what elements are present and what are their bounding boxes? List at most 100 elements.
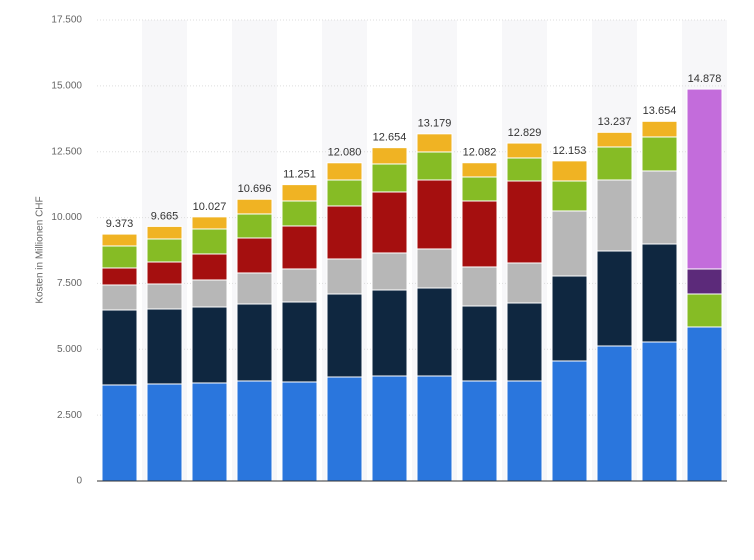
bar-segment — [551, 180, 588, 212]
bar-segment — [191, 253, 228, 281]
bar-segment — [416, 151, 453, 181]
bar-segment — [191, 228, 228, 255]
bar-segment — [326, 205, 363, 260]
y-axis-title: Kosten in Millionen CHF — [35, 196, 46, 303]
bar-segment — [146, 383, 183, 482]
bar-segment — [371, 191, 408, 254]
bar-segment — [191, 216, 228, 230]
y-tick-label: 5.000 — [57, 344, 82, 355]
bar-segment — [371, 163, 408, 193]
bar-segment — [281, 200, 318, 227]
bar-segment — [146, 308, 183, 385]
bar-segment — [506, 142, 543, 159]
bar-segment — [416, 133, 453, 153]
bar-segment — [506, 262, 543, 304]
bar-segment — [101, 233, 138, 247]
bar-segment — [596, 345, 633, 482]
bar-segment — [641, 170, 678, 245]
bar-segment — [686, 268, 723, 295]
y-tick-label: 2.500 — [57, 410, 82, 421]
bar-segment — [551, 360, 588, 482]
bar-segment — [236, 272, 273, 305]
bar-segment — [686, 326, 723, 482]
bar-segment — [686, 293, 723, 328]
bar-segment — [281, 268, 318, 303]
y-tick-label: 17.500 — [51, 15, 82, 26]
y-tick-label: 15.000 — [51, 80, 82, 91]
bar-segment — [191, 382, 228, 482]
total-label: 9.373 — [106, 218, 134, 230]
bar-segment — [371, 375, 408, 482]
bar-segment — [236, 198, 273, 215]
total-label: 10.696 — [238, 183, 272, 195]
bar-segment — [461, 305, 498, 382]
bar-segment — [101, 284, 138, 311]
bar-segment — [686, 88, 723, 270]
bar-segment — [146, 283, 183, 310]
bar-segment — [281, 381, 318, 482]
bar-segment — [506, 302, 543, 382]
bar-segment — [236, 380, 273, 482]
total-label: 14.878 — [688, 73, 722, 85]
bar-segment — [596, 146, 633, 181]
bar-segment — [371, 252, 408, 291]
total-label: 11.251 — [283, 169, 316, 181]
bar-segment — [551, 160, 588, 182]
bar-segment — [416, 248, 453, 289]
total-label: 13.237 — [598, 116, 632, 128]
total-label: 13.654 — [643, 105, 677, 117]
bar-segment — [101, 267, 138, 286]
bar-segment — [596, 131, 633, 148]
total-label: 12.153 — [553, 145, 587, 157]
bar-segment — [461, 380, 498, 482]
bar-segment — [461, 162, 498, 178]
bar-segment — [191, 279, 228, 308]
bar-segment — [371, 289, 408, 377]
y-tick-label: 12.500 — [51, 146, 82, 157]
bar-segment — [236, 213, 273, 239]
bar-segment — [641, 136, 678, 172]
total-label: 12.080 — [328, 147, 362, 159]
bar-segment — [551, 210, 588, 277]
bar-segment — [416, 375, 453, 482]
bar-segment — [191, 306, 228, 384]
total-label: 12.082 — [463, 147, 497, 159]
bar-segment — [416, 287, 453, 377]
bar-segment — [326, 179, 363, 207]
bar-segment — [461, 266, 498, 307]
total-label: 13.179 — [418, 118, 452, 130]
bar-segment — [326, 293, 363, 378]
bar-segment — [596, 179, 633, 252]
bar-segment — [461, 176, 498, 202]
bar-segment — [596, 250, 633, 347]
bar-segment — [461, 200, 498, 268]
bar-segment — [641, 120, 678, 138]
bar-segment — [146, 225, 183, 240]
bar-segment — [326, 376, 363, 482]
total-label: 9.665 — [151, 210, 179, 222]
bar-segment — [506, 180, 543, 264]
y-tick-label: 10.000 — [51, 212, 82, 223]
bar-segment — [551, 275, 588, 362]
bar-segment — [326, 162, 363, 181]
bar-segment — [416, 179, 453, 250]
total-label: 10.027 — [193, 201, 227, 213]
bar-segment — [101, 245, 138, 269]
bar-segment — [326, 258, 363, 295]
total-label: 12.829 — [508, 127, 542, 139]
bar-segment — [236, 237, 273, 274]
bar-segment — [506, 157, 543, 182]
bar-segment — [281, 301, 318, 383]
y-tick-label: 0 — [76, 476, 82, 487]
bar-segment — [236, 303, 273, 382]
bar-segment — [506, 380, 543, 482]
bar-segment — [641, 341, 678, 482]
bar-segment — [641, 243, 678, 343]
bar-segment — [146, 261, 183, 285]
bar-segment — [101, 384, 138, 482]
bar-segment — [371, 147, 408, 165]
total-label: 12.654 — [373, 132, 407, 144]
bar-segment — [146, 238, 183, 263]
bar-segment — [281, 225, 318, 270]
